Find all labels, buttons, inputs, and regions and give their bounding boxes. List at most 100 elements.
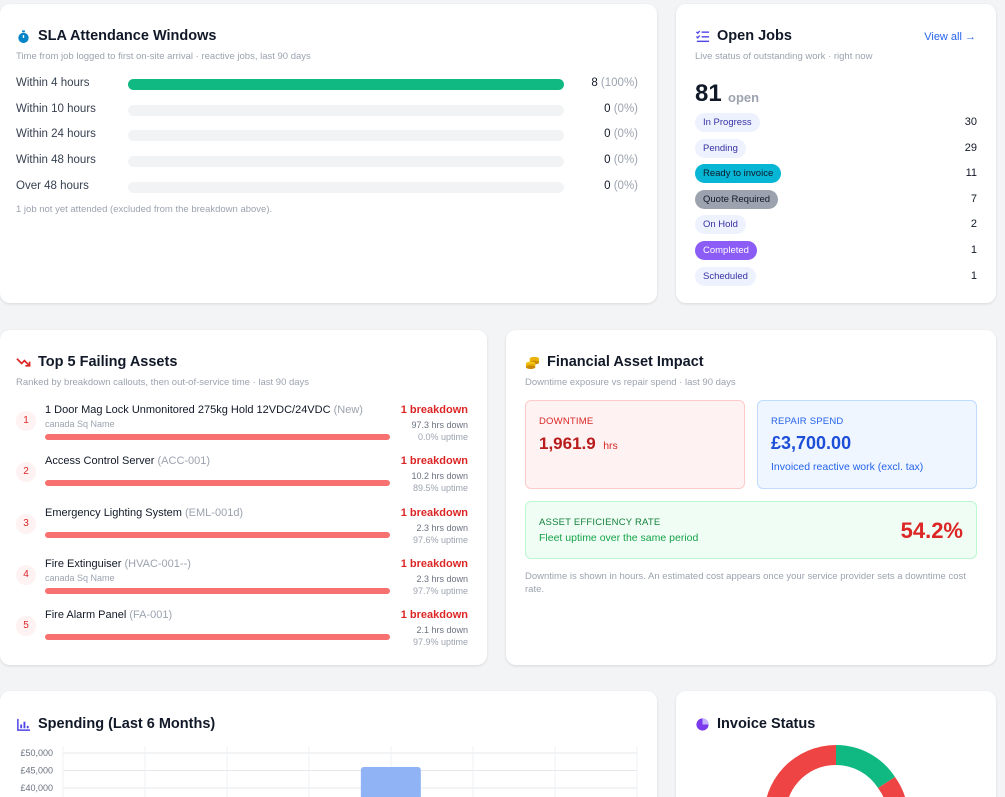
job-status-row[interactable]: Ready to invoice 11: [695, 164, 977, 184]
asset-downtime: 2.3 hrs down: [416, 522, 468, 533]
job-status-badge[interactable]: Completed: [695, 241, 757, 260]
invoice-status-card: Invoice Status: [676, 691, 996, 797]
asset-name[interactable]: Emergency Lighting System (EML-001d): [45, 506, 244, 519]
sla-row-value: 0 (0%): [604, 180, 638, 192]
job-status-badge[interactable]: Quote Required: [695, 189, 779, 209]
sla-row-value: 0 (0%): [604, 154, 638, 166]
repair-spend-note: Invoiced reactive work (excl. tax): [771, 461, 924, 473]
bar-chart-icon: [17, 718, 31, 731]
y-tick-label: £45,000: [20, 766, 53, 776]
asset-rank: 1: [16, 411, 36, 431]
invoice-status-title: Invoice Status: [695, 716, 815, 732]
sla-progress-track: [128, 105, 564, 116]
view-all-link[interactable]: View all →: [924, 31, 976, 43]
asset-breakdowns: 1 breakdown: [400, 404, 468, 416]
failing-asset-row[interactable]: 5 Fire Alarm Panel (FA-001) 1 breakdown 2.1…: [16, 609, 471, 657]
failing-assets-subtitle: Ranked by breakdown callouts, then out-o…: [16, 377, 310, 388]
job-status-row[interactable]: On Hold 2: [695, 215, 977, 235]
failing-assets-card: Top 5 Failing Assets Ranked by breakdown…: [0, 330, 487, 665]
asset-name[interactable]: 1 Door Mag Lock Unmonitored 275kg Hold 1…: [45, 404, 363, 416]
asset-breakdowns: 1 breakdown: [400, 609, 468, 622]
job-status-count: 1: [970, 244, 977, 256]
sla-progress-track: [128, 156, 564, 167]
failing-assets-title: Top 5 Failing Assets: [16, 354, 177, 370]
open-jobs-title: Open Jobs: [695, 28, 792, 44]
sla-row-value: 0 (0%): [604, 128, 638, 140]
failing-asset-row[interactable]: 2 Access Control Server (ACC-001) 1 breakd…: [16, 455, 471, 503]
job-status-badge[interactable]: In Progress: [695, 113, 760, 132]
spending-card: Spending (Last 6 Months) £50,000 £45,000 £…: [0, 691, 657, 797]
job-status-badge[interactable]: Ready to invoice: [695, 164, 782, 184]
failing-asset-row[interactable]: 3 Emergency Lighting System (EML-001d) 1 b…: [16, 507, 471, 555]
y-tick-label: £50,000: [20, 748, 53, 758]
open-jobs-total-label: open: [728, 90, 760, 105]
sla-row: Within 10 hours 0 (0%): [16, 102, 638, 118]
failing-asset-row[interactable]: 4 Fire Extinguiser (HVAC-001--) canada Sq …: [16, 558, 471, 606]
trending-down-icon: [16, 357, 31, 367]
asset-downtime: 97.3 hrs down: [411, 420, 468, 430]
failing-asset-row[interactable]: 1 1 Door Mag Lock Unmonitored 275kg Hold …: [16, 404, 471, 452]
repair-spend-box: REPAIR SPEND £3,700.00 Invoiced reactive…: [757, 400, 977, 489]
asset-breakdown-bar: [45, 531, 390, 538]
asset-name[interactable]: Fire Alarm Panel (FA-001): [45, 609, 173, 622]
asset-downtime: 2.1 hrs down: [416, 625, 468, 636]
sla-subtitle: Time from job logged to first on-site ar…: [16, 51, 311, 62]
sla-title: SLA Attendance Windows: [16, 28, 216, 44]
job-status-count: 29: [964, 141, 977, 154]
job-status-count: 30: [964, 116, 977, 128]
sla-row-label: Within 24 hours: [16, 128, 96, 140]
job-status-row[interactable]: Quote Required 7: [695, 189, 977, 210]
job-status-badge[interactable]: Pending: [695, 138, 746, 158]
coins-icon: [525, 356, 540, 369]
asset-breakdown-bar: [45, 587, 390, 594]
job-status-count: 7: [970, 192, 977, 205]
repair-spend-label: REPAIR SPEND: [771, 416, 844, 427]
downtime-box: DOWNTIME 1,961.9 hrs: [525, 400, 745, 489]
sla-row: Within 24 hours 0 (0%): [16, 127, 638, 143]
asset-uptime: 97.9% uptime: [412, 637, 468, 648]
financial-card: Financial Asset Impact Downtime exposure…: [506, 330, 996, 665]
open-jobs-subtitle: Live status of outstanding work · right …: [695, 51, 873, 62]
asset-uptime: 89.5% uptime: [412, 483, 468, 494]
donut-slice-overdue: [878, 777, 905, 797]
job-status-row[interactable]: Completed 1: [695, 241, 977, 261]
job-status-row[interactable]: Scheduled 1: [695, 266, 977, 287]
asset-rank: 5: [16, 616, 36, 637]
sla-row-label: Over 48 hours: [16, 180, 89, 192]
sla-row: Over 48 hours 0 (0%): [16, 179, 638, 195]
checklist-icon: [695, 29, 710, 42]
job-status-row[interactable]: Pending 29: [695, 138, 977, 159]
financial-title: Financial Asset Impact: [525, 354, 704, 370]
downtime-label: DOWNTIME: [539, 416, 594, 427]
asset-name[interactable]: Access Control Server (ACC-001): [45, 455, 211, 468]
asset-downtime: 10.2 hrs down: [411, 471, 468, 482]
donut-slice-paid: [836, 744, 895, 788]
asset-uptime: 0.0% uptime: [417, 432, 468, 442]
sla-progress-track: [128, 182, 564, 193]
job-status-badge[interactable]: On Hold: [695, 215, 746, 235]
spending-bar[interactable]: [360, 767, 421, 797]
asset-rank: 2: [16, 462, 36, 483]
donut-slice-unpaid: [766, 744, 836, 797]
job-status-badge[interactable]: Scheduled: [695, 266, 756, 286]
asset-site: canada Sq Name: [45, 419, 115, 429]
spending-chart: £50,000 £45,000 £40,000: [20, 746, 638, 797]
asset-downtime: 2.3 hrs down: [416, 573, 468, 584]
sla-row: Within 4 hours 8 (100%): [16, 76, 638, 92]
asset-rank: 3: [16, 513, 36, 534]
efficiency-label: ASSET EFFICIENCY RATE: [539, 517, 661, 528]
downtime-value: 1,961.9 hrs: [539, 434, 618, 453]
sla-card: SLA Attendance Windows Time from job log…: [0, 4, 657, 303]
job-status-count: 1: [970, 269, 977, 282]
job-status-row[interactable]: In Progress 30: [695, 113, 977, 133]
sla-progress-track: [128, 79, 564, 90]
sla-row-value: 0 (0%): [604, 103, 638, 115]
asset-rank: 4: [16, 564, 36, 585]
asset-breakdown-bar: [45, 634, 390, 641]
asset-breakdowns: 1 breakdown: [400, 557, 468, 570]
asset-name[interactable]: Fire Extinguiser (HVAC-001--): [45, 557, 191, 570]
asset-breakdowns: 1 breakdown: [400, 506, 468, 519]
spending-title: Spending (Last 6 Months): [16, 716, 215, 732]
open-jobs-total: 81: [695, 80, 722, 107]
invoice-donut: [766, 744, 905, 797]
